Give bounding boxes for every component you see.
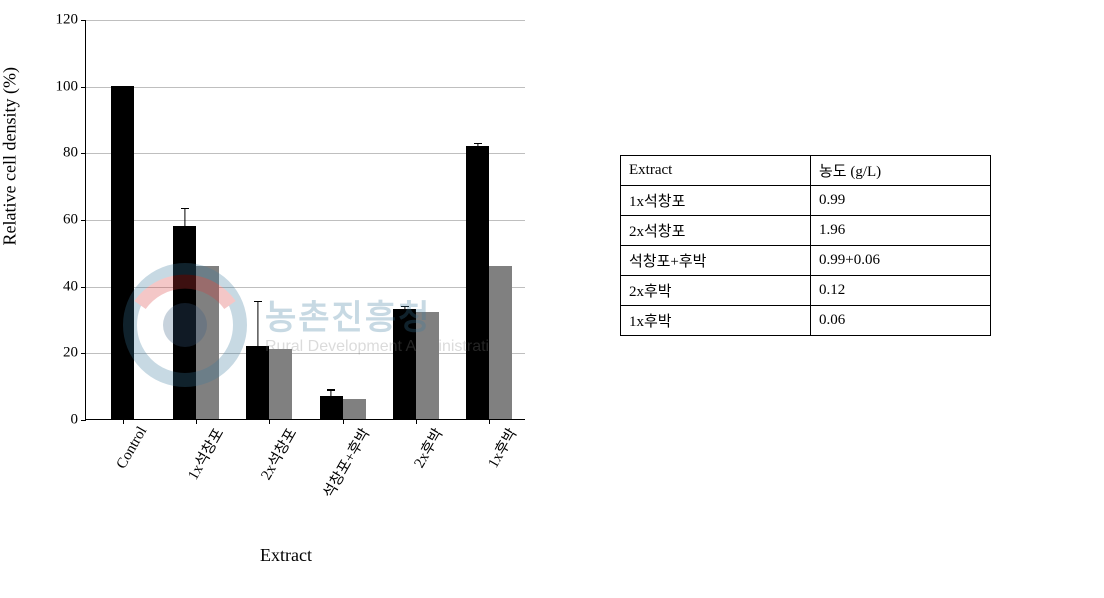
error-cap — [327, 399, 335, 400]
table-cell: 0.12 — [811, 276, 991, 306]
page-container: Relative cell density (%) Extract 020406… — [0, 0, 1104, 598]
table-cell: 1.96 — [811, 216, 991, 246]
error-cap — [474, 146, 482, 147]
gridline — [86, 220, 525, 221]
bar — [173, 226, 196, 419]
bar — [466, 146, 489, 419]
table-cell: 1x후박 — [621, 306, 811, 336]
x-tick-label: Control — [105, 419, 151, 472]
y-tick-label: 120 — [56, 12, 87, 29]
x-tick-mark — [269, 419, 270, 424]
bar — [416, 312, 439, 419]
y-tick-label: 60 — [63, 212, 86, 229]
error-cap — [474, 143, 482, 144]
y-tick-label: 20 — [63, 345, 86, 362]
table-cell: 0.99 — [811, 186, 991, 216]
table-cell: 0.06 — [811, 306, 991, 336]
bar — [393, 309, 416, 419]
table-cell: 2x석창포 — [621, 216, 811, 246]
table-row: 2x후박0.12 — [621, 276, 991, 306]
table-row: 2x석창포1.96 — [621, 216, 991, 246]
table-cell: 2x후박 — [621, 276, 811, 306]
error-bar — [184, 209, 185, 242]
error-cap — [254, 301, 262, 302]
table-cell: 석창포+후박 — [621, 246, 811, 276]
x-tick-mark — [489, 419, 490, 424]
x-tick-label: 1x석창포 — [173, 419, 228, 483]
bar — [269, 349, 292, 419]
table-area: Extract농도 (g/L)1x석창포0.992x석창포1.96석창포+후박0… — [620, 155, 991, 336]
table-row: 1x후박0.06 — [621, 306, 991, 336]
x-tick-mark — [123, 419, 124, 424]
table-header-row: Extract농도 (g/L) — [621, 156, 991, 186]
extract-table: Extract농도 (g/L)1x석창포0.992x석창포1.96석창포+후박0… — [620, 155, 991, 336]
y-axis-label: Relative cell density (%) — [0, 67, 21, 245]
y-tick-label: 100 — [56, 78, 87, 95]
chart-area: Relative cell density (%) Extract 020406… — [0, 0, 560, 598]
table-row: 석창포+후박0.99+0.06 — [621, 246, 991, 276]
gridline — [86, 353, 525, 354]
x-axis-label: Extract — [260, 545, 312, 566]
table-header-cell: 농도 (g/L) — [811, 156, 991, 186]
error-cap — [327, 389, 335, 390]
gridline — [86, 287, 525, 288]
gridline — [86, 153, 525, 154]
error-cap — [181, 241, 189, 242]
x-tick-label: 석창포+후박 — [309, 419, 375, 502]
error-cap — [254, 388, 262, 389]
y-tick-label: 0 — [71, 412, 87, 429]
table-header-cell: Extract — [621, 156, 811, 186]
bar — [111, 86, 134, 419]
x-tick-label: 2x후박 — [400, 419, 448, 471]
x-tick-mark — [196, 419, 197, 424]
error-cap — [401, 306, 409, 307]
x-tick-label: 2x석창포 — [246, 419, 301, 483]
bar — [196, 266, 219, 419]
gridline — [86, 20, 525, 21]
bar — [489, 266, 512, 419]
bar — [343, 399, 366, 419]
table-cell: 1x석창포 — [621, 186, 811, 216]
table-row: 1x석창포0.99 — [621, 186, 991, 216]
error-cap — [401, 309, 409, 310]
y-tick-label: 80 — [63, 145, 86, 162]
x-tick-label: 1x후박 — [473, 419, 521, 471]
table-cell: 0.99+0.06 — [811, 246, 991, 276]
y-tick-label: 40 — [63, 278, 86, 295]
chart-plot: 020406080100120Control1x석창포2x석창포석창포+후박2x… — [85, 20, 525, 420]
gridline — [86, 87, 525, 88]
error-bar — [257, 302, 258, 389]
error-cap — [181, 208, 189, 209]
